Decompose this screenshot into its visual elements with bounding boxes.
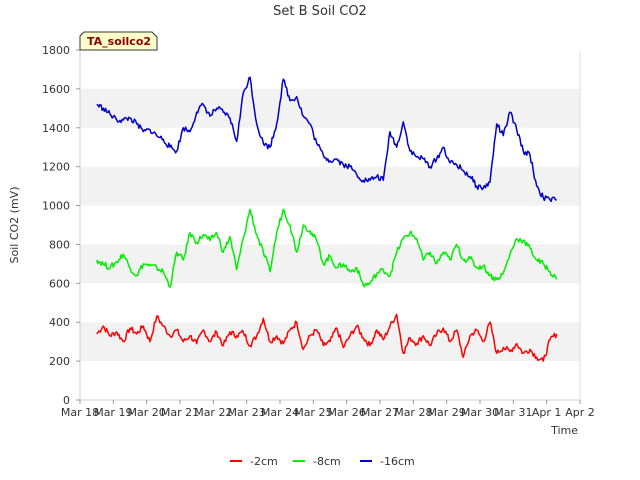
y-tick-label: 0 <box>63 394 70 407</box>
x-tick-label: Mar 21 <box>161 406 199 419</box>
legend-label: -2cm <box>250 455 278 468</box>
x-tick-label: Mar 29 <box>428 406 466 419</box>
y-tick-label: 800 <box>49 238 70 251</box>
legend-label: -16cm <box>380 455 415 468</box>
x-tick-label: Mar 28 <box>394 406 432 419</box>
badge-label: TA_soilco2 <box>87 35 151 48</box>
x-tick-label: Mar 31 <box>494 406 532 419</box>
y-tick-label: 1800 <box>42 44 70 57</box>
y-tick-label: 200 <box>49 355 70 368</box>
y-tick-label: 1600 <box>42 83 70 96</box>
y-tick-label: 400 <box>49 316 70 329</box>
y-tick-label: 1200 <box>42 161 70 174</box>
x-tick-label: Mar 24 <box>261 406 299 419</box>
series-line-2cm <box>96 313 558 362</box>
x-tick-label: Apr 1 <box>532 406 562 419</box>
legend: -2cm -8cm -16cm <box>230 455 415 468</box>
x-tick-label: Mar 22 <box>194 406 232 419</box>
x-tick-label: Mar 25 <box>294 406 332 419</box>
legend-label: -8cm <box>313 455 341 468</box>
x-tick-label: Mar 23 <box>228 406 266 419</box>
x-axis-label: Time <box>550 424 578 437</box>
y-axis-label: Soil CO2 (mV) <box>8 187 21 264</box>
chart-title: Set B Soil CO2 <box>273 4 367 19</box>
station-badge: TA_soilco2 <box>79 31 158 51</box>
x-tick-label: Apr 2 <box>565 406 595 419</box>
grid-band <box>80 166 580 206</box>
x-tick-label: Mar 27 <box>361 406 399 419</box>
series-line-8cm <box>95 208 558 288</box>
series-line-16cm <box>96 76 557 203</box>
y-tick-label: 600 <box>49 277 70 290</box>
x-tick-label: Mar 26 <box>328 406 366 419</box>
x-tick-label: Mar 19 <box>94 406 132 419</box>
badge-shape <box>79 31 158 51</box>
x-tick-label: Mar 20 <box>128 406 166 419</box>
y-tick-label: 1000 <box>42 200 70 213</box>
y-tick-label: 1400 <box>42 122 70 135</box>
grid-band <box>80 244 580 284</box>
x-tick-label: Mar 30 <box>461 406 499 419</box>
x-tick-label: Mar 18 <box>61 406 99 419</box>
grid-band <box>80 88 580 128</box>
